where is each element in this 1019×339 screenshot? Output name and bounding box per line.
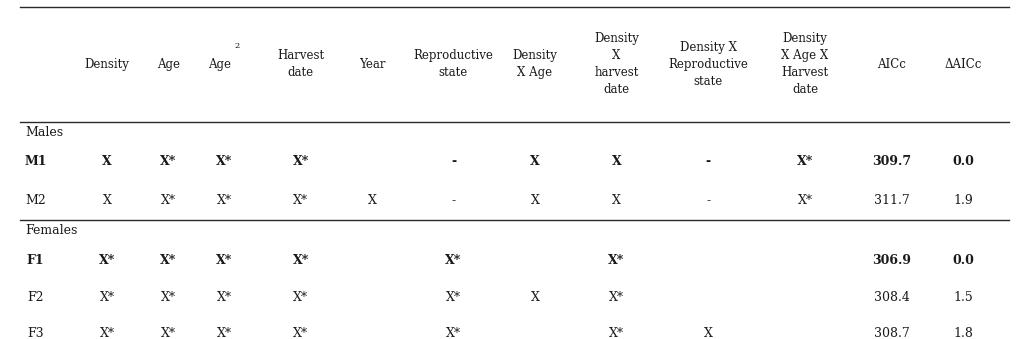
Text: Density
X
harvest
date: Density X harvest date [594, 33, 639, 96]
Text: Age: Age [157, 58, 179, 71]
Text: X*: X* [798, 194, 812, 207]
Text: X*: X* [797, 155, 813, 168]
Text: X*: X* [293, 326, 308, 339]
Text: X*: X* [293, 291, 308, 304]
Text: AICc: AICc [877, 58, 906, 71]
Text: 308.4: 308.4 [873, 291, 910, 304]
Text: Harvest
date: Harvest date [277, 49, 324, 79]
Text: X*: X* [609, 326, 624, 339]
Text: 2: 2 [234, 42, 240, 50]
Text: X*: X* [161, 291, 175, 304]
Text: X*: X* [217, 194, 231, 207]
Text: X*: X* [446, 291, 461, 304]
Text: -: - [706, 194, 710, 207]
Text: X*: X* [216, 254, 232, 267]
Text: X*: X* [217, 291, 231, 304]
Text: X: X [612, 194, 621, 207]
Text: X*: X* [160, 155, 176, 168]
Text: Year: Year [359, 58, 385, 71]
Text: Density: Density [85, 58, 129, 71]
Text: X*: X* [100, 326, 114, 339]
Text: X: X [611, 155, 622, 168]
Text: X*: X* [216, 155, 232, 168]
Text: X*: X* [293, 194, 308, 207]
Text: Density
X Age: Density X Age [513, 49, 557, 79]
Text: X*: X* [161, 326, 175, 339]
Text: 1.8: 1.8 [953, 326, 973, 339]
Text: Density
X Age X
Harvest
date: Density X Age X Harvest date [782, 33, 828, 96]
Text: 306.9: 306.9 [872, 254, 911, 267]
Text: ΔAICc: ΔAICc [945, 58, 981, 71]
Text: M2: M2 [25, 194, 46, 207]
Text: -: - [705, 155, 711, 168]
Text: X: X [368, 194, 376, 207]
Text: 0.0: 0.0 [952, 155, 974, 168]
Text: 1.9: 1.9 [953, 194, 973, 207]
Text: X*: X* [446, 326, 461, 339]
Text: 309.7: 309.7 [872, 155, 911, 168]
Text: X: X [531, 291, 539, 304]
Text: X*: X* [292, 155, 309, 168]
Text: Age: Age [208, 58, 230, 71]
Text: X*: X* [99, 254, 115, 267]
Text: Females: Females [25, 224, 77, 237]
Text: -: - [451, 194, 455, 207]
Text: X*: X* [161, 194, 175, 207]
Text: X: X [530, 155, 540, 168]
Text: X: X [102, 155, 112, 168]
Text: 311.7: 311.7 [873, 194, 910, 207]
Text: F1: F1 [26, 254, 45, 267]
Text: X*: X* [100, 291, 114, 304]
Text: -: - [450, 155, 457, 168]
Text: 308.7: 308.7 [873, 326, 910, 339]
Text: Reproductive
state: Reproductive state [414, 49, 493, 79]
Text: X: X [531, 194, 539, 207]
Text: F2: F2 [28, 291, 44, 304]
Text: X*: X* [292, 254, 309, 267]
Text: Density X
Reproductive
state: Density X Reproductive state [668, 41, 748, 88]
Text: M1: M1 [24, 155, 47, 168]
Text: 1.5: 1.5 [953, 291, 973, 304]
Text: X*: X* [609, 291, 624, 304]
Text: X*: X* [445, 254, 462, 267]
Text: X*: X* [217, 326, 231, 339]
Text: F3: F3 [28, 326, 44, 339]
Text: X*: X* [160, 254, 176, 267]
Text: X*: X* [608, 254, 625, 267]
Text: X: X [103, 194, 111, 207]
Text: Males: Males [25, 126, 63, 139]
Text: X: X [704, 326, 712, 339]
Text: 0.0: 0.0 [952, 254, 974, 267]
